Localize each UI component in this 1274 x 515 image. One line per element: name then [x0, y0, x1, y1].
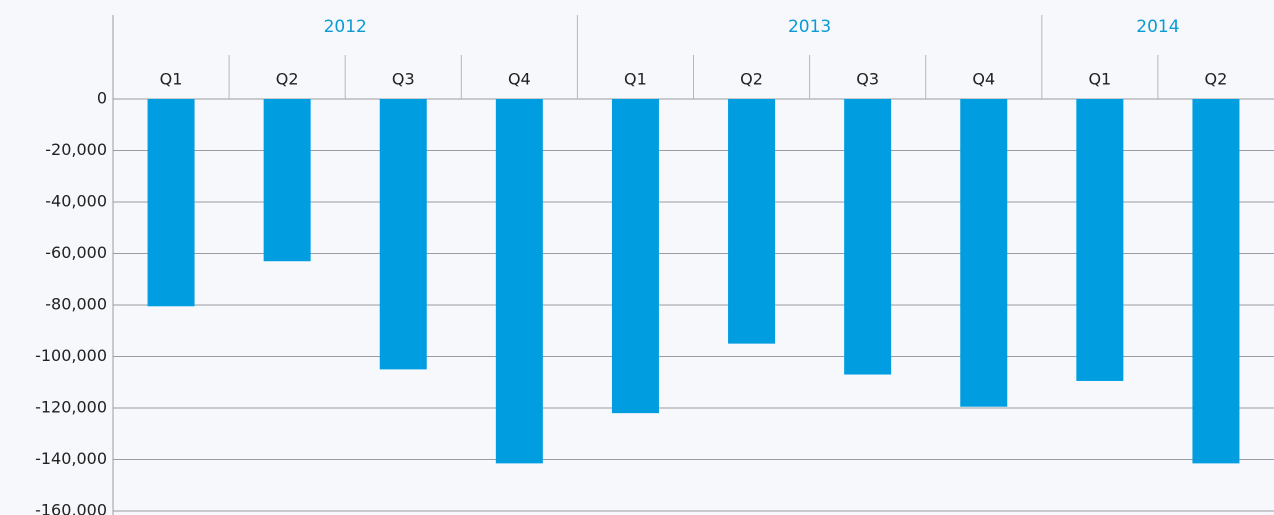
x-tick-label: Q4 — [972, 70, 995, 89]
x-tick-label: Q3 — [392, 70, 415, 89]
x-tick-label: Q3 — [856, 70, 879, 89]
bar — [960, 99, 1008, 407]
y-tick-label: -20,000 — [45, 140, 107, 159]
bar — [147, 99, 195, 307]
bar — [1076, 99, 1124, 381]
x-tick-label: Q1 — [1088, 70, 1111, 89]
y-tick-label: -80,000 — [45, 295, 107, 314]
x-tick-label: Q1 — [624, 70, 647, 89]
group-label: 2014 — [1136, 17, 1179, 37]
group-label: 2012 — [324, 17, 367, 37]
group-label: 2013 — [788, 17, 831, 37]
x-tick-label: Q1 — [160, 70, 183, 89]
y-tick-label: -140,000 — [35, 449, 107, 468]
x-tick-label: Q2 — [276, 70, 299, 89]
bar — [379, 99, 427, 370]
x-tick-label: Q2 — [1205, 70, 1228, 89]
y-tick-label: -40,000 — [45, 192, 107, 211]
bar — [495, 99, 543, 464]
y-tick-label: -60,000 — [45, 243, 107, 262]
x-tick-label: Q2 — [740, 70, 763, 89]
bar — [611, 99, 659, 414]
y-tick-label: -120,000 — [35, 398, 107, 417]
bar — [263, 99, 311, 262]
bar — [844, 99, 892, 375]
y-tick-label: -100,000 — [35, 346, 107, 365]
y-tick-label: -160,000 — [35, 501, 107, 515]
y-tick-label: 0 — [97, 89, 107, 108]
x-tick-label: Q4 — [508, 70, 531, 89]
bar — [1192, 99, 1240, 464]
bar — [728, 99, 776, 344]
